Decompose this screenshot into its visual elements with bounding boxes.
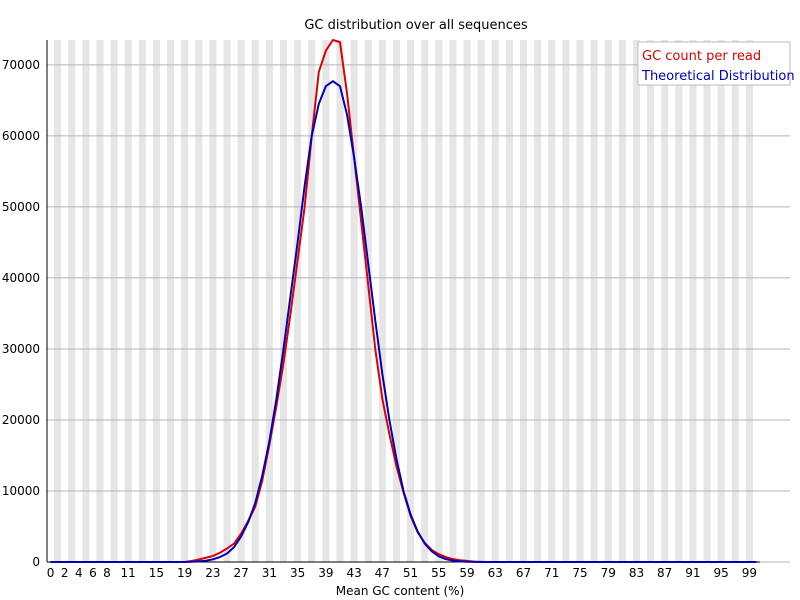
y-tick-label: 20000 [2, 413, 40, 427]
x-tick-label: 55 [431, 566, 446, 580]
background-band [745, 40, 753, 562]
series-line-2 [50, 80, 757, 563]
background-band [689, 40, 697, 562]
x-tick-label: 4 [75, 566, 83, 580]
background-band [251, 40, 259, 562]
x-tick-label: 95 [714, 566, 729, 580]
x-axis-label: Mean GC content (%) [336, 584, 465, 598]
background-band [350, 40, 358, 562]
x-tick-label: 51 [403, 566, 418, 580]
x-tick-label: 91 [685, 566, 700, 580]
background-band [195, 40, 203, 562]
background-band [181, 40, 189, 562]
y-tick-label: 0 [32, 555, 40, 569]
x-tick-label: 63 [488, 566, 503, 580]
y-tick-label: 60000 [2, 129, 40, 143]
x-tick-label: 87 [657, 566, 672, 580]
series-lines [50, 39, 757, 563]
background-band [647, 40, 655, 562]
x-tick-label: 2 [61, 566, 69, 580]
background-band [392, 40, 400, 562]
background-band [519, 40, 528, 562]
background-band [294, 40, 302, 562]
x-tick-label: 83 [629, 566, 644, 580]
background-band [364, 40, 372, 562]
x-tick-label: 47 [375, 566, 390, 580]
background-band [82, 40, 90, 562]
background-band [54, 40, 62, 562]
background-band [661, 40, 669, 562]
background-band [68, 40, 76, 562]
background-band [477, 40, 485, 562]
chart-title: GC distribution over all sequences [304, 18, 528, 33]
background-band [618, 40, 626, 562]
background-band [152, 40, 160, 562]
background-band [675, 40, 683, 562]
background-band [731, 40, 739, 562]
x-tick-label: 11 [121, 566, 136, 580]
y-tick-label: 30000 [2, 342, 40, 356]
x-tick-label: 15 [149, 566, 164, 580]
legend-entry-gc-count: GC count per read [642, 49, 761, 64]
background-band [534, 40, 542, 562]
y-tick-label: 40000 [2, 271, 40, 285]
background-band [491, 40, 499, 562]
background-band [421, 40, 429, 562]
background-band [378, 40, 386, 562]
background-band [703, 40, 711, 562]
x-tick-label: 67 [516, 566, 531, 580]
background-band [632, 40, 640, 562]
x-tick-label: 43 [346, 566, 361, 580]
x-tick-label: 35 [290, 566, 305, 580]
background-band [96, 40, 104, 562]
background-band [322, 40, 330, 562]
x-tick-label: 39 [318, 566, 333, 580]
background-band [590, 40, 598, 562]
background-band [237, 40, 245, 562]
y-tick-label: 10000 [2, 484, 40, 498]
background-band [110, 40, 118, 562]
background-band [449, 40, 457, 562]
x-tick-label: 27 [233, 566, 248, 580]
background-band [308, 40, 316, 562]
background-band [463, 40, 471, 562]
background-band [548, 40, 556, 562]
background-band [562, 40, 570, 562]
background-band [279, 40, 288, 562]
y-tick-label: 50000 [2, 200, 40, 214]
y-axis-ticks: 0 10000 20000 30000 40000 50000 60000 70000 [2, 58, 40, 569]
background-band [336, 40, 344, 562]
background-band [576, 40, 584, 562]
background-bands [54, 40, 753, 562]
x-tick-label: 23 [205, 566, 220, 580]
x-tick-label: 99 [742, 566, 757, 580]
background-band [223, 40, 231, 562]
background-band [717, 40, 725, 562]
x-tick-label: 59 [459, 566, 474, 580]
x-tick-label: 8 [103, 566, 111, 580]
background-band [167, 40, 175, 562]
x-tick-label: 6 [89, 566, 97, 580]
background-band [505, 40, 513, 562]
x-tick-label: 79 [601, 566, 616, 580]
background-band [435, 40, 443, 562]
x-tick-label: 0 [47, 566, 55, 580]
background-band [209, 40, 217, 562]
background-band [407, 40, 415, 562]
background-band [138, 40, 146, 562]
background-band [604, 40, 612, 562]
x-tick-label: 71 [544, 566, 559, 580]
background-band [265, 40, 273, 562]
x-tick-label: 19 [177, 566, 192, 580]
x-tick-label: 75 [572, 566, 587, 580]
legend-entry-theoretical: Theoretical Distribution [641, 69, 795, 84]
y-tick-label: 70000 [2, 58, 40, 72]
legend: GC count per read Theoretical Distributi… [637, 41, 795, 86]
x-tick-label: 31 [262, 566, 277, 580]
x-axis-ticks: 0 2 4 6 8 11 15 19 23 27 31 35 39 43 47 51 55 59 63 67 71 75 7… [47, 566, 757, 580]
legend-box [637, 41, 791, 86]
background-band [124, 40, 132, 562]
